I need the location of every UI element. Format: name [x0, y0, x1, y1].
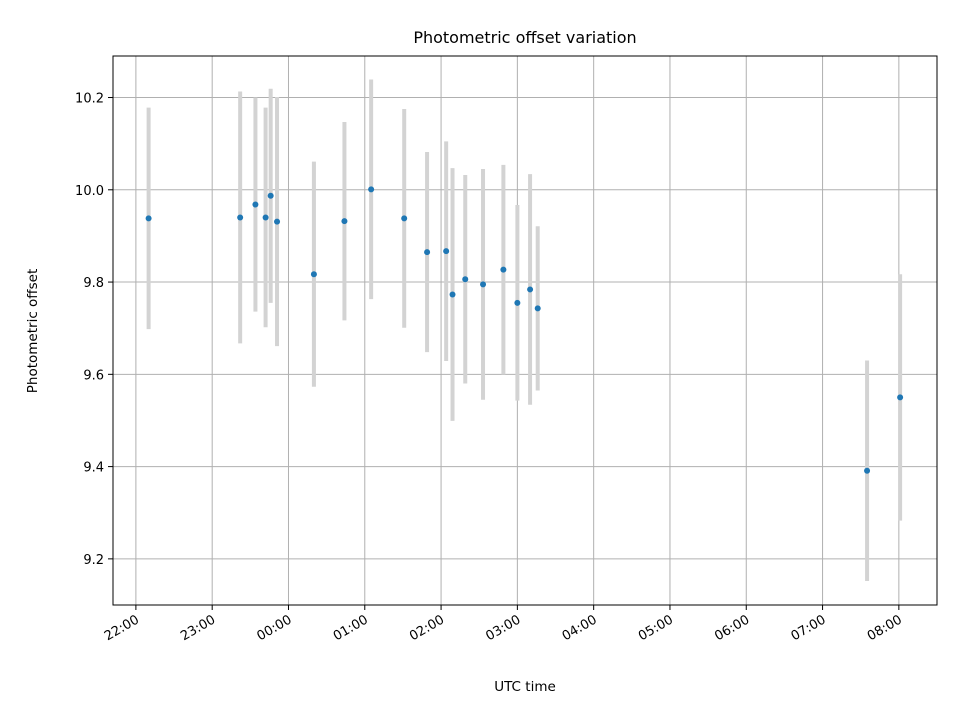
data-point [310, 271, 317, 278]
data-point [480, 281, 487, 288]
data-point [274, 218, 281, 225]
x-tick-label: 01:00 [331, 612, 371, 644]
data-point [514, 299, 521, 306]
data-point [252, 201, 259, 208]
data-point [341, 218, 348, 225]
y-tick-label: 9.8 [83, 276, 104, 291]
x-tick-label: 22:00 [102, 612, 142, 644]
x-tick-label: 04:00 [560, 612, 600, 644]
data-point [443, 248, 450, 255]
x-tick-label: 07:00 [789, 612, 829, 644]
x-axis-label: UTC time [494, 679, 556, 695]
data-point [401, 215, 408, 222]
data-point [449, 291, 456, 298]
y-tick-label: 10.2 [75, 92, 104, 107]
y-tick-label: 10.0 [75, 184, 104, 199]
y-axis-label: Photometric offset [25, 269, 41, 393]
y-axis: 9.2 9.4 9.6 9.8 10.0 10.2 [75, 92, 113, 568]
error-bars [146, 79, 903, 582]
plot-frame [112, 55, 938, 606]
x-axis: 22:00 23:00 00:00 01:00 02:00 03:00 04:00 05:00… [102, 605, 905, 644]
data-point [262, 214, 269, 221]
data-point [424, 249, 431, 256]
x-tick-label: 06:00 [712, 612, 752, 644]
x-tick-label: 00:00 [255, 612, 295, 644]
y-tick-label: 9.2 [83, 553, 104, 568]
data-points [145, 186, 904, 474]
data-point [368, 186, 375, 193]
y-tick-label: 9.4 [83, 461, 104, 476]
chart-title: Photometric offset variation [413, 28, 636, 47]
y-tick-label: 9.6 [83, 368, 104, 383]
data-point [897, 394, 904, 401]
x-tick-label: 05:00 [636, 612, 676, 644]
x-tick-label: 03:00 [483, 612, 523, 644]
x-tick-label: 23:00 [178, 612, 218, 644]
data-point [864, 467, 871, 474]
x-tick-label: 08:00 [865, 612, 905, 644]
data-point [527, 286, 534, 293]
data-point [145, 215, 152, 222]
grid [113, 56, 937, 605]
x-tick-label: 02:00 [407, 612, 447, 644]
data-point [267, 192, 274, 199]
data-point [237, 214, 244, 221]
data-point [462, 276, 469, 283]
data-point [534, 305, 541, 312]
data-point [500, 266, 507, 273]
